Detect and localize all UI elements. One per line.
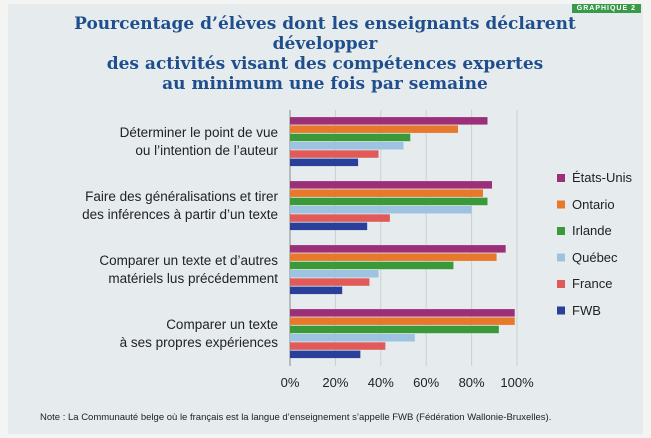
badge: GRAPHIQUE 2 [571,4,641,13]
x-tick-label: 80% [458,375,485,390]
legend-swatch [557,200,565,209]
legend-swatch [557,227,565,235]
x-tick-label: 20% [322,375,349,390]
bar [290,181,493,189]
bar [290,222,368,231]
x-tick-label: 0% [280,375,300,390]
legend-swatch [557,253,565,262]
bar [290,286,343,295]
category-label: Comparer un texte à ses propres expérien… [119,317,278,350]
legend-swatch [557,306,565,315]
note: Note : La Communauté belge où le françai… [40,412,552,423]
category-label: Déterminer le point de vue ou l’intentio… [119,125,278,158]
bar [290,325,499,334]
bar [290,253,497,261]
bar [290,206,472,214]
x-tick-label: 60% [413,375,440,390]
bar [290,278,370,286]
bar [290,133,411,142]
bar [290,334,415,342]
bar [290,189,483,197]
legend-swatch [557,174,565,182]
x-tick-label: 100% [500,375,534,390]
bar [290,350,361,359]
legend-label: Québec [572,249,618,265]
bar [290,150,379,158]
bar [290,309,515,317]
bar [290,142,404,150]
category-label: Faire des généralisations et tirer des i… [82,189,278,222]
legend-swatch [557,280,565,288]
bar [290,125,458,133]
legend-label: FWB [572,302,601,318]
bar [290,270,379,278]
chart-title: Pourcentage d’élèves dont les enseignant… [74,14,576,94]
legend-label: Ontario [572,196,615,212]
legend-label: France [572,276,613,291]
legend-label: États-Unis [572,170,632,185]
bar [290,197,488,206]
bar [290,158,359,167]
bar [290,117,488,125]
bar [290,342,386,350]
bar [290,245,506,253]
bar [290,317,515,325]
x-tick-label: 40% [367,375,394,390]
bar [290,214,390,222]
legend-label: Irlande [572,223,612,238]
category-label: Comparer un texte et d’autres matériels … [99,253,278,286]
bar [290,261,454,270]
